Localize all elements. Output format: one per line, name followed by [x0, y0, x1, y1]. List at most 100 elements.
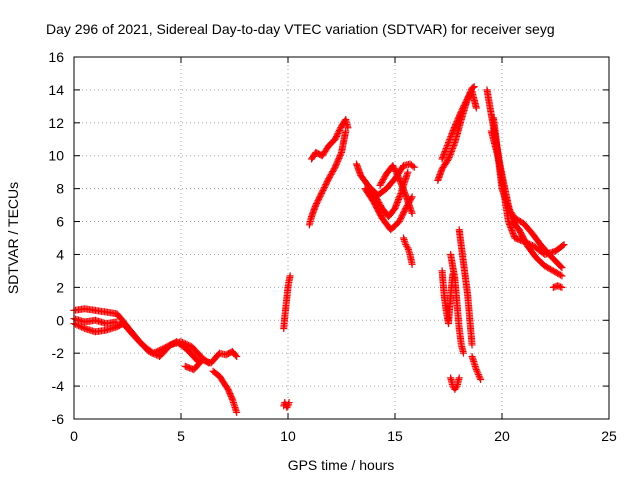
data-point	[233, 352, 241, 360]
plot-frame	[73, 56, 610, 420]
data-point	[283, 403, 291, 411]
data-point	[454, 115, 462, 123]
series-seg26	[549, 282, 566, 291]
x-axis-label: GPS time / hours	[288, 457, 395, 473]
series-seg21	[455, 226, 476, 349]
data-point	[185, 341, 193, 349]
series-seg8	[305, 127, 350, 229]
data-point	[151, 348, 159, 356]
data-point	[113, 318, 121, 326]
data-point	[453, 116, 461, 124]
data-point	[154, 347, 162, 355]
data-point	[452, 384, 460, 392]
data-point	[475, 372, 483, 380]
data-point	[556, 271, 564, 279]
series-seg17	[447, 250, 467, 357]
y-tick-label: 12	[48, 115, 64, 131]
data-point	[558, 272, 566, 280]
points-layer	[70, 83, 568, 416]
data-point	[404, 168, 412, 176]
data-point	[457, 109, 465, 117]
series-seg16	[438, 88, 480, 163]
data-point	[456, 110, 464, 118]
data-point	[334, 156, 342, 164]
series-seg25	[515, 226, 566, 280]
series-seg9	[308, 116, 352, 163]
series-seg22	[483, 86, 523, 234]
data-point	[451, 122, 459, 130]
data-point	[336, 151, 344, 159]
data-point	[449, 270, 457, 278]
data-point	[78, 323, 86, 331]
data-point	[453, 118, 461, 126]
data-point	[332, 162, 340, 170]
data-point	[335, 154, 343, 162]
data-point	[233, 408, 241, 416]
data-point	[459, 349, 467, 357]
data-point	[149, 349, 157, 357]
data-point	[476, 374, 484, 382]
data-point	[152, 348, 160, 356]
data-point	[337, 150, 345, 158]
x-tick-label: 0	[70, 428, 78, 444]
data-point	[468, 341, 476, 349]
data-point	[472, 104, 480, 112]
data-point	[474, 371, 482, 379]
data-point	[79, 324, 87, 332]
y-tick-label: 4	[56, 246, 64, 262]
data-point	[395, 173, 403, 181]
series-seg14	[400, 234, 416, 268]
data-point	[477, 376, 485, 384]
series-seg2	[70, 320, 202, 365]
data-point	[155, 346, 163, 354]
data-point	[334, 157, 342, 165]
data-point	[558, 264, 566, 272]
y-tick-label: 14	[48, 82, 64, 98]
data-point	[344, 124, 352, 132]
data-point	[474, 369, 482, 377]
series-seg19	[447, 374, 463, 393]
data-point	[285, 399, 293, 407]
series-seg6	[280, 399, 293, 411]
data-point	[408, 193, 416, 201]
y-tick-label: 10	[48, 148, 64, 164]
data-point	[452, 119, 460, 127]
series-seg13	[376, 162, 416, 217]
data-point	[557, 263, 565, 271]
data-point	[331, 163, 339, 171]
data-point	[470, 83, 478, 91]
data-point	[469, 83, 477, 91]
data-point	[332, 160, 340, 168]
y-tick-label: -6	[52, 411, 65, 427]
data-point	[472, 366, 480, 374]
data-point	[408, 260, 416, 268]
x-tick-label: 25	[601, 428, 617, 444]
y-tick-label: 2	[56, 279, 64, 295]
data-point	[410, 163, 418, 171]
grid-layer	[74, 57, 609, 419]
series-seg18	[438, 267, 457, 328]
data-point	[455, 112, 463, 120]
chart-title: Day 296 of 2021, Sidereal Day-to-day VTE…	[46, 21, 555, 37]
y-tick-label: -4	[52, 378, 65, 394]
data-point	[403, 242, 411, 250]
x-tick-label: 15	[387, 428, 403, 444]
data-point	[336, 153, 344, 161]
data-point	[452, 121, 460, 129]
data-point	[158, 345, 166, 353]
data-point	[333, 159, 341, 167]
series-seg3	[70, 315, 121, 328]
series-seg5	[209, 367, 241, 416]
y-tick-label: 8	[56, 181, 64, 197]
y-axis-label: SDTVAR / TECUs	[5, 182, 21, 294]
data-point	[455, 374, 463, 382]
data-point	[559, 242, 567, 250]
x-tick-label: 20	[494, 428, 510, 444]
data-point	[408, 209, 416, 217]
data-point	[157, 346, 165, 354]
data-point	[558, 283, 566, 291]
data-point	[228, 394, 236, 402]
x-tick-label: 10	[280, 428, 296, 444]
y-tick-label: 16	[48, 49, 64, 65]
data-point	[409, 162, 417, 170]
